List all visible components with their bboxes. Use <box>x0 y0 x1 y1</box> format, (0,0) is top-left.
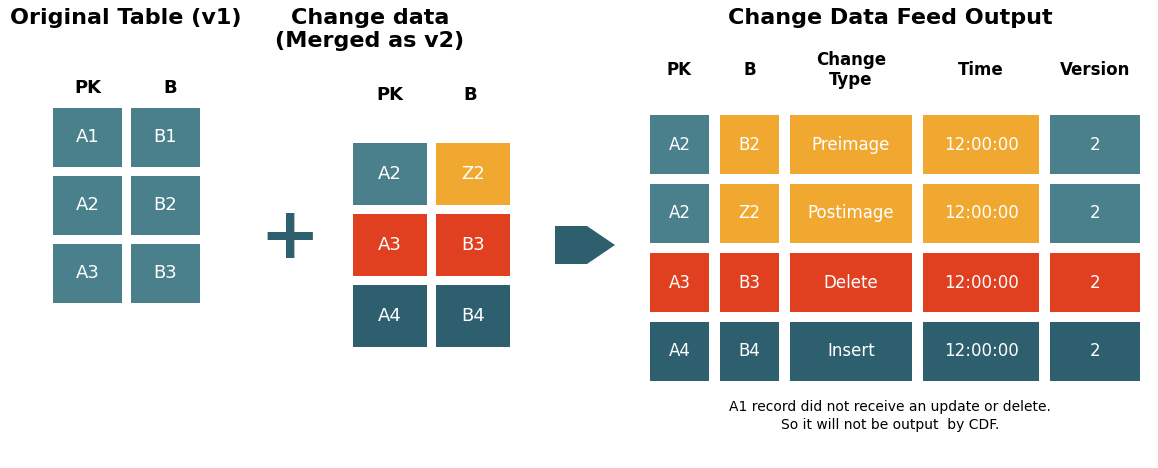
Bar <box>923 184 1039 243</box>
FancyArrow shape <box>555 226 615 264</box>
Bar <box>720 115 779 174</box>
Bar <box>437 143 510 205</box>
Bar <box>790 184 913 243</box>
Bar <box>650 184 709 243</box>
Text: A2: A2 <box>378 165 402 183</box>
Bar <box>353 214 427 276</box>
Text: 2: 2 <box>1090 343 1100 360</box>
Bar <box>720 322 779 381</box>
Text: Change Data Feed Output: Change Data Feed Output <box>727 8 1053 28</box>
Text: Change
Type: Change Type <box>816 51 886 89</box>
Text: +: + <box>259 204 321 272</box>
Text: Z2: Z2 <box>739 205 761 222</box>
Bar <box>720 184 779 243</box>
Bar <box>650 322 709 381</box>
Text: A4: A4 <box>668 343 690 360</box>
Text: Postimage: Postimage <box>807 205 894 222</box>
Bar <box>437 285 510 347</box>
Bar <box>650 115 709 174</box>
Text: 12:00:00: 12:00:00 <box>944 343 1018 360</box>
Bar <box>790 253 913 312</box>
Text: 12:00:00: 12:00:00 <box>944 273 1018 292</box>
Text: B2: B2 <box>739 136 761 154</box>
Text: Z2: Z2 <box>461 165 485 183</box>
Text: Original Table (v1): Original Table (v1) <box>10 8 242 28</box>
Text: Insert: Insert <box>827 343 875 360</box>
Text: A3: A3 <box>378 236 402 254</box>
Text: Preimage: Preimage <box>812 136 891 154</box>
Text: B3: B3 <box>154 264 177 283</box>
Bar <box>131 176 200 235</box>
Bar <box>923 253 1039 312</box>
Bar <box>720 253 779 312</box>
Bar <box>53 244 122 303</box>
Text: 2: 2 <box>1090 205 1100 222</box>
Text: A2: A2 <box>668 136 690 154</box>
Text: B4: B4 <box>739 343 761 360</box>
Text: So it will not be output  by CDF.: So it will not be output by CDF. <box>780 418 999 432</box>
Bar <box>1050 115 1139 174</box>
Bar <box>923 115 1039 174</box>
Text: Change data
(Merged as v2): Change data (Merged as v2) <box>276 8 464 51</box>
Bar <box>353 285 427 347</box>
Text: 2: 2 <box>1090 136 1100 154</box>
Text: Delete: Delete <box>823 273 879 292</box>
Text: B1: B1 <box>154 129 177 146</box>
Bar <box>437 214 510 276</box>
Text: A4: A4 <box>378 307 402 325</box>
Text: B: B <box>163 79 177 97</box>
Bar <box>131 244 200 303</box>
Bar <box>53 108 122 167</box>
Bar <box>923 322 1039 381</box>
Bar <box>353 143 427 205</box>
Text: A2: A2 <box>75 197 100 214</box>
Text: A2: A2 <box>668 205 690 222</box>
Text: 2: 2 <box>1090 273 1100 292</box>
Text: Time: Time <box>958 61 1004 79</box>
Text: 12:00:00: 12:00:00 <box>944 136 1018 154</box>
Text: B2: B2 <box>154 197 177 214</box>
Text: 12:00:00: 12:00:00 <box>944 205 1018 222</box>
Bar <box>1050 253 1139 312</box>
Text: B4: B4 <box>461 307 485 325</box>
Bar <box>131 108 200 167</box>
Text: Version: Version <box>1060 61 1130 79</box>
Text: B: B <box>743 61 756 79</box>
Text: B: B <box>463 86 477 104</box>
Text: PK: PK <box>74 79 102 97</box>
Text: A3: A3 <box>75 264 100 283</box>
Text: A3: A3 <box>668 273 690 292</box>
Text: B3: B3 <box>461 236 485 254</box>
Bar <box>650 253 709 312</box>
Bar <box>790 322 913 381</box>
Text: PK: PK <box>667 61 692 79</box>
Bar <box>1050 322 1139 381</box>
Text: PK: PK <box>376 86 403 104</box>
Text: A1: A1 <box>75 129 100 146</box>
Bar <box>1050 184 1139 243</box>
Text: A1 record did not receive an update or delete.: A1 record did not receive an update or d… <box>730 400 1051 414</box>
Text: B3: B3 <box>739 273 761 292</box>
Bar <box>790 115 913 174</box>
Bar <box>53 176 122 235</box>
